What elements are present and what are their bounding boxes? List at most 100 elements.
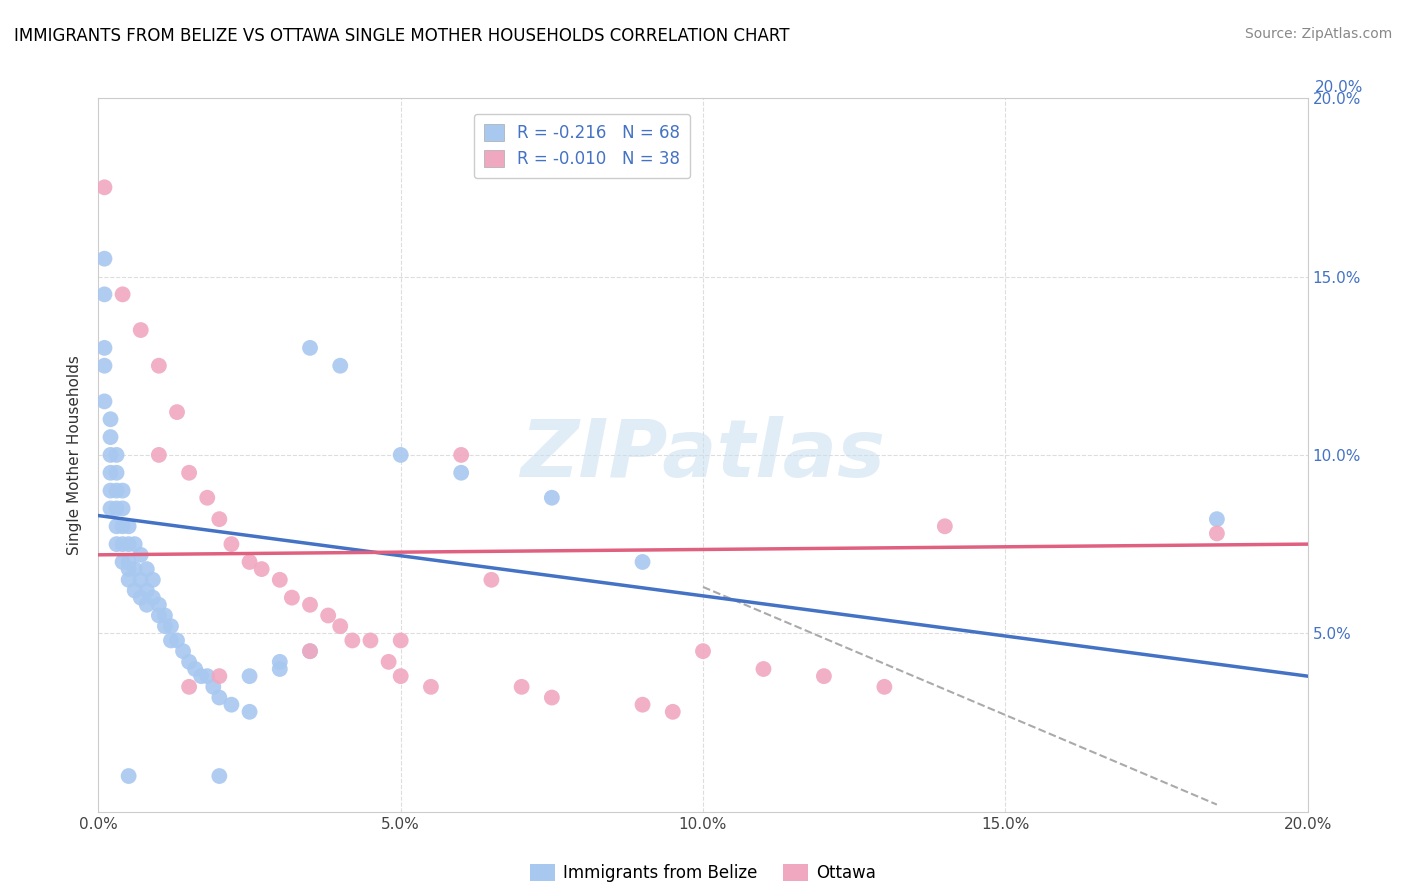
Point bbox=[111, 501, 134, 516]
Point bbox=[813, 669, 835, 683]
Point bbox=[1206, 526, 1229, 541]
Point bbox=[239, 669, 262, 683]
Point bbox=[239, 705, 262, 719]
Point bbox=[124, 583, 146, 598]
Point bbox=[135, 598, 157, 612]
Point bbox=[450, 466, 472, 480]
Point bbox=[208, 512, 231, 526]
Point bbox=[239, 555, 262, 569]
Point bbox=[124, 562, 146, 576]
Point bbox=[100, 466, 122, 480]
Point bbox=[179, 655, 201, 669]
Point bbox=[316, 608, 339, 623]
Point bbox=[360, 633, 382, 648]
Point bbox=[160, 633, 183, 648]
Point bbox=[100, 448, 122, 462]
Point bbox=[118, 573, 141, 587]
Point bbox=[342, 633, 364, 648]
Point bbox=[934, 519, 956, 533]
Point bbox=[135, 583, 157, 598]
Point bbox=[631, 698, 654, 712]
Point bbox=[111, 537, 134, 551]
Point bbox=[179, 466, 201, 480]
Point bbox=[100, 412, 122, 426]
Point bbox=[202, 680, 225, 694]
Point bbox=[299, 598, 322, 612]
Point bbox=[631, 555, 654, 569]
Point bbox=[450, 448, 472, 462]
Point bbox=[269, 573, 291, 587]
Point bbox=[124, 537, 146, 551]
Point bbox=[118, 555, 141, 569]
Point bbox=[148, 608, 170, 623]
Point bbox=[481, 573, 503, 587]
Point bbox=[118, 537, 141, 551]
Point bbox=[208, 769, 231, 783]
Point bbox=[1206, 512, 1229, 526]
Point bbox=[184, 662, 207, 676]
Point bbox=[540, 491, 562, 505]
Point bbox=[100, 483, 122, 498]
Point bbox=[299, 341, 322, 355]
Point bbox=[105, 466, 128, 480]
Point bbox=[129, 323, 152, 337]
Point bbox=[105, 537, 128, 551]
Point bbox=[250, 562, 273, 576]
Point bbox=[166, 405, 188, 419]
Y-axis label: Single Mother Households: Single Mother Households bbox=[67, 355, 83, 555]
Point bbox=[329, 359, 352, 373]
Point bbox=[153, 619, 176, 633]
Point bbox=[281, 591, 304, 605]
Point bbox=[873, 680, 896, 694]
Point bbox=[93, 287, 115, 301]
Point bbox=[752, 662, 775, 676]
Point bbox=[118, 769, 141, 783]
Point bbox=[221, 537, 243, 551]
Point bbox=[148, 448, 170, 462]
Point bbox=[389, 669, 412, 683]
Point bbox=[389, 633, 412, 648]
Point bbox=[142, 591, 165, 605]
Point bbox=[692, 644, 714, 658]
Point bbox=[179, 680, 201, 694]
Point bbox=[329, 619, 352, 633]
Point bbox=[111, 519, 134, 533]
Point bbox=[129, 573, 152, 587]
Point bbox=[420, 680, 443, 694]
Point bbox=[93, 180, 115, 194]
Point bbox=[190, 669, 212, 683]
Point bbox=[148, 359, 170, 373]
Text: 20.0%: 20.0% bbox=[1315, 80, 1362, 95]
Point bbox=[208, 669, 231, 683]
Text: IMMIGRANTS FROM BELIZE VS OTTAWA SINGLE MOTHER HOUSEHOLDS CORRELATION CHART: IMMIGRANTS FROM BELIZE VS OTTAWA SINGLE … bbox=[14, 27, 790, 45]
Point bbox=[105, 483, 128, 498]
Point bbox=[299, 644, 322, 658]
Point bbox=[160, 619, 183, 633]
Point bbox=[118, 519, 141, 533]
Point bbox=[299, 644, 322, 658]
Point bbox=[153, 608, 176, 623]
Point bbox=[142, 573, 165, 587]
Point bbox=[172, 644, 194, 658]
Point bbox=[389, 448, 412, 462]
Point bbox=[540, 690, 562, 705]
Point bbox=[269, 662, 291, 676]
Point bbox=[662, 705, 685, 719]
Point bbox=[129, 548, 152, 562]
Point bbox=[269, 655, 291, 669]
Point bbox=[148, 598, 170, 612]
Point bbox=[208, 690, 231, 705]
Point bbox=[100, 430, 122, 444]
Text: Source: ZipAtlas.com: Source: ZipAtlas.com bbox=[1244, 27, 1392, 41]
Point bbox=[100, 501, 122, 516]
Point bbox=[111, 483, 134, 498]
Point bbox=[93, 359, 115, 373]
Point bbox=[135, 562, 157, 576]
Point bbox=[111, 555, 134, 569]
Point bbox=[166, 633, 188, 648]
Point bbox=[105, 501, 128, 516]
Point bbox=[195, 491, 218, 505]
Point bbox=[129, 591, 152, 605]
Legend: Immigrants from Belize, Ottawa: Immigrants from Belize, Ottawa bbox=[523, 857, 883, 889]
Point bbox=[93, 341, 115, 355]
